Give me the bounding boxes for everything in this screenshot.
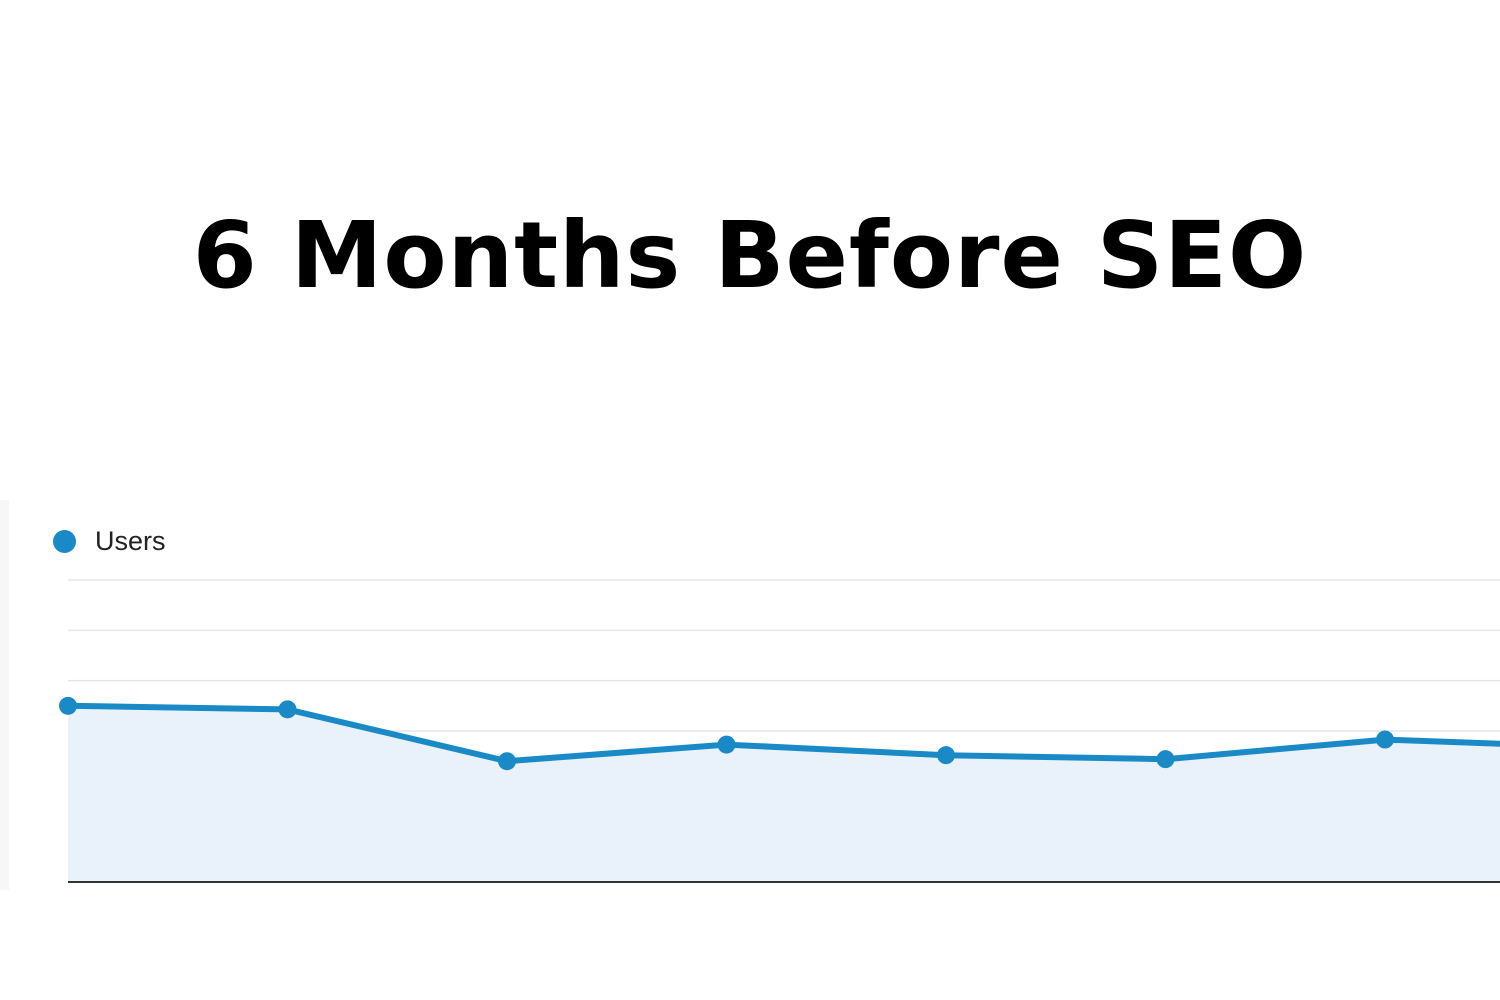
page-title: 6 Months Before SEO [192, 202, 1308, 309]
series-area-users [68, 705, 1500, 882]
series-points-users [59, 696, 1394, 771]
legend-dot-icon [53, 529, 76, 553]
series-line-users [67, 702, 1500, 765]
data-point[interactable] [498, 752, 516, 771]
legend[interactable]: Users [53, 524, 166, 558]
legend-label-users: Users [95, 525, 166, 556]
data-point[interactable] [1156, 750, 1175, 769]
data-point[interactable] [717, 735, 736, 754]
data-point[interactable] [278, 700, 297, 719]
data-point[interactable] [1376, 730, 1394, 749]
data-point[interactable] [59, 696, 77, 715]
data-point[interactable] [937, 746, 955, 765]
